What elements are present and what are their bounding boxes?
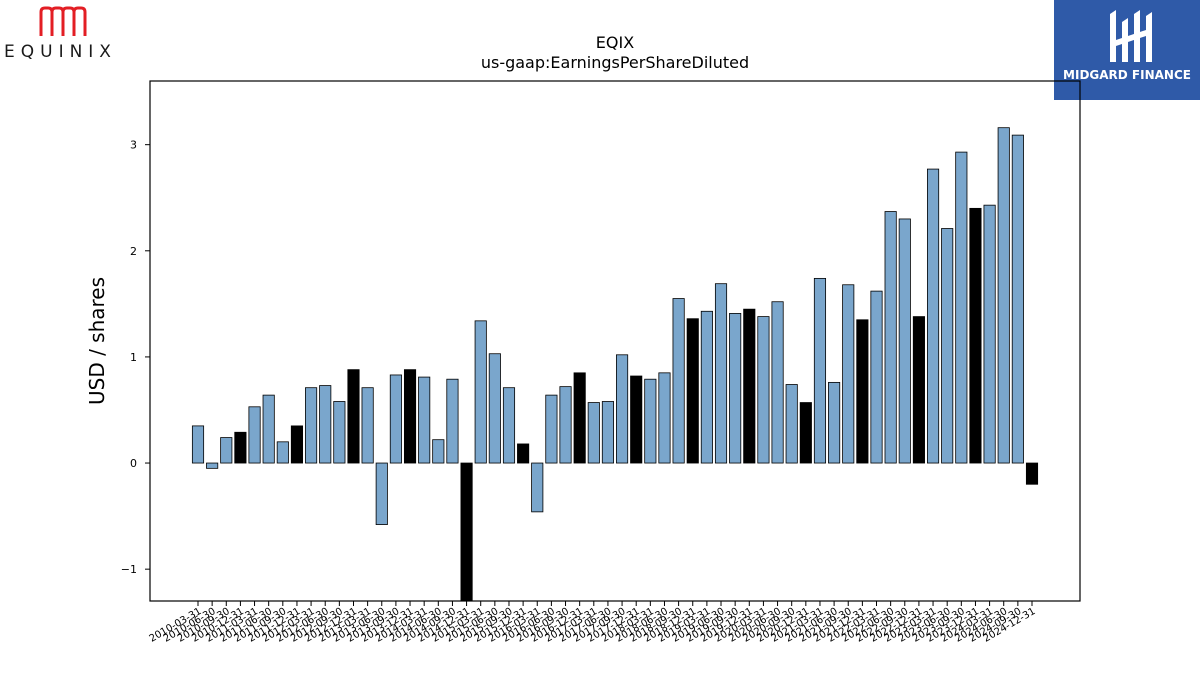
bar-2016-03-31 bbox=[531, 462, 544, 513]
bar-2015-06-30 bbox=[488, 353, 501, 464]
chart-subtitle: us-gaap:EarningsPerShareDiluted bbox=[481, 53, 749, 72]
bar-2019-06-30 bbox=[714, 283, 728, 464]
bar-2010-03-31 bbox=[191, 425, 205, 464]
bar-2015-09-30 bbox=[502, 387, 516, 464]
bar-2018-12-31 bbox=[686, 318, 699, 464]
bar-2020-03-31 bbox=[757, 316, 770, 464]
bar-2014-03-31 bbox=[418, 376, 431, 464]
bar-2016-09-30 bbox=[559, 386, 572, 464]
bar-2021-09-30 bbox=[842, 284, 855, 464]
bar-2017-06-30 bbox=[601, 401, 614, 464]
bar-2011-12-31 bbox=[290, 425, 304, 464]
bar-2020-06-30 bbox=[771, 301, 784, 464]
y-tick-label: −1 bbox=[121, 563, 137, 576]
bar-2017-12-31 bbox=[630, 375, 643, 464]
bar-2011-06-30 bbox=[262, 394, 275, 464]
equinix-logo-icon bbox=[39, 6, 87, 36]
bar-2021-06-30 bbox=[828, 381, 841, 464]
bar-2010-09-30 bbox=[220, 437, 233, 464]
bar-2014-09-30 bbox=[446, 378, 459, 464]
bar-2011-03-31 bbox=[248, 406, 261, 464]
bar-2012-09-30 bbox=[333, 401, 346, 464]
bar-2021-03-31 bbox=[813, 277, 827, 464]
bar-2021-12-31 bbox=[856, 319, 869, 464]
bar-2017-09-30 bbox=[616, 354, 629, 464]
bar-2019-12-31 bbox=[743, 308, 756, 464]
bar-2024-09-30 bbox=[1011, 134, 1024, 464]
midgard-logo-icon bbox=[1110, 10, 1152, 62]
midgard-wordmark: MIDGARD FINANCE bbox=[1063, 68, 1191, 82]
bar-2019-09-30 bbox=[729, 313, 742, 464]
bar-2023-12-31 bbox=[969, 207, 982, 464]
bar-2022-03-31 bbox=[870, 290, 883, 464]
bar-2010-12-31 bbox=[234, 431, 247, 464]
chart-title: EQIX bbox=[596, 33, 634, 52]
bar-2024-06-30 bbox=[997, 127, 1010, 464]
bar-2016-12-31 bbox=[573, 372, 586, 464]
bar-2020-12-31 bbox=[799, 402, 812, 464]
y-tick-label: 3 bbox=[130, 139, 137, 152]
bar-2024-03-31 bbox=[983, 204, 996, 464]
bar-2022-12-31 bbox=[912, 316, 925, 464]
bar-2013-06-30 bbox=[375, 462, 388, 525]
bar-2020-09-30 bbox=[785, 384, 798, 464]
y-axis-label: USD / shares bbox=[85, 277, 109, 405]
bar-2018-09-30 bbox=[672, 298, 685, 464]
bar-2015-03-31 bbox=[474, 320, 487, 464]
bar-2014-06-30 bbox=[432, 439, 445, 464]
bar-2018-03-31 bbox=[644, 378, 657, 464]
bar-2018-06-30 bbox=[658, 372, 671, 464]
y-tick-label: 0 bbox=[130, 457, 137, 470]
bar-2015-12-31 bbox=[517, 443, 530, 464]
bar-2012-12-31 bbox=[347, 369, 360, 464]
bar-2012-03-31 bbox=[305, 387, 318, 464]
bar-2022-09-30 bbox=[898, 218, 911, 464]
bar-2016-06-30 bbox=[545, 394, 558, 464]
y-tick-label: 1 bbox=[130, 351, 137, 364]
bar-2023-03-31 bbox=[927, 168, 940, 464]
bar-series bbox=[191, 127, 1039, 602]
midgard-finance-logo: MIDGARD FINANCE bbox=[1054, 0, 1200, 100]
bar-2014-12-31 bbox=[460, 462, 473, 602]
bar-2013-12-31 bbox=[403, 369, 417, 464]
bar-2010-06-30 bbox=[206, 462, 219, 469]
x-axis: 2010-03-312010-06-302010-09-302010-12-31… bbox=[148, 601, 1038, 645]
bar-2011-09-30 bbox=[276, 441, 289, 464]
bar-2024-12-31 bbox=[1025, 462, 1039, 485]
bar-2023-09-30 bbox=[955, 151, 968, 464]
bar-2022-06-30 bbox=[884, 211, 897, 464]
bar-2013-09-30 bbox=[389, 374, 402, 464]
equinix-logo: EQUINIX bbox=[0, 0, 125, 70]
bar-2013-03-31 bbox=[361, 387, 374, 464]
equinix-wordmark: EQUINIX bbox=[4, 42, 117, 62]
bar-2023-06-30 bbox=[941, 228, 954, 464]
bar-2019-03-31 bbox=[700, 310, 713, 464]
bar-2017-03-31 bbox=[587, 402, 600, 464]
y-axis: −1 0 1 2 3 bbox=[121, 139, 150, 576]
y-tick-label: 2 bbox=[130, 245, 137, 258]
bar-2012-06-30 bbox=[319, 385, 332, 464]
plot-frame bbox=[149, 80, 1081, 602]
